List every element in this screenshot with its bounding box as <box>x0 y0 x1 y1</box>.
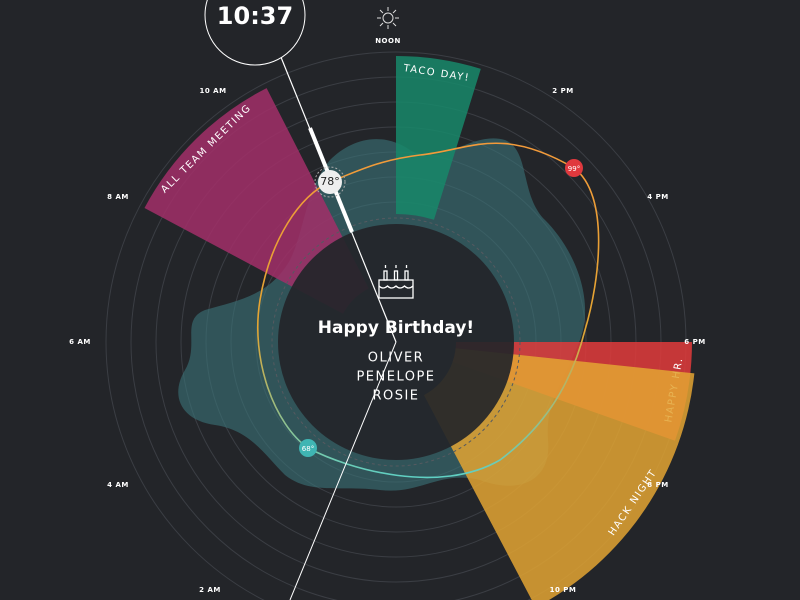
low-temp-dot <box>299 439 317 457</box>
hour-label: 8 AM <box>107 193 129 201</box>
name: PENELOPE <box>356 370 435 385</box>
hour-label: 8 PM <box>647 481 668 489</box>
center-ring <box>271 217 521 467</box>
cake-icon <box>378 265 414 299</box>
time-bubble <box>204 0 306 66</box>
high-temp: 99° <box>568 165 580 173</box>
low-temp: 68° <box>302 445 314 453</box>
event-wedge <box>144 88 369 314</box>
hour-label: 6 PM <box>684 338 705 346</box>
hour-label: 4 PM <box>647 193 668 201</box>
event-wedge <box>396 56 481 220</box>
center-title: Happy Birthday! <box>318 318 474 338</box>
hour-label: 2 AM <box>199 586 221 594</box>
hour-label: 2 PM <box>552 87 573 95</box>
hour-label: 4 AM <box>107 481 129 489</box>
hour-label: 10 PM <box>550 586 577 594</box>
name: OLIVER <box>368 351 424 366</box>
time: 10:37 <box>217 2 293 30</box>
current-temp-ring <box>314 166 346 198</box>
noon-label: NOON <box>375 37 401 45</box>
high-temp-dot <box>565 159 583 177</box>
sun-icon <box>377 7 399 29</box>
hour-label: 10 AM <box>199 87 226 95</box>
name: ROSIE <box>372 389 419 404</box>
hour-label: 6 AM <box>69 338 91 346</box>
current-temp: 78° <box>320 175 340 188</box>
current-temp-dot <box>318 170 342 194</box>
